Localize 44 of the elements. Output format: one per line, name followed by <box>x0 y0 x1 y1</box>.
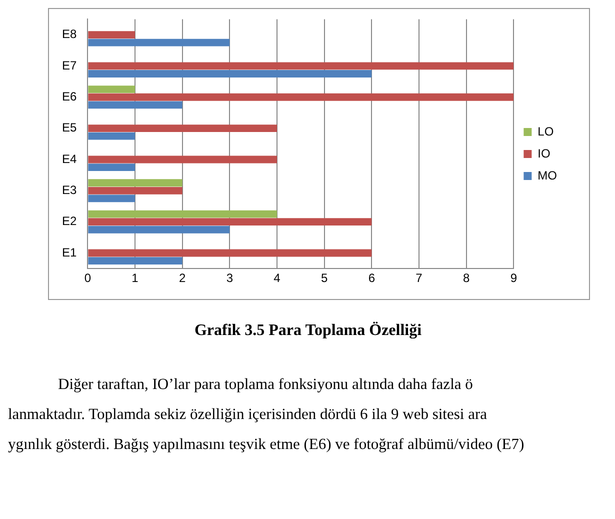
bar <box>88 62 514 70</box>
bar <box>88 218 372 226</box>
bar <box>88 186 182 194</box>
x-tick-label: 8 <box>462 271 470 286</box>
bar <box>88 38 230 46</box>
bar <box>88 86 136 94</box>
bar <box>88 132 136 140</box>
x-tick-label: 5 <box>320 271 328 286</box>
x-tick-label: 6 <box>368 271 376 286</box>
bar <box>88 249 372 257</box>
bar <box>88 70 372 78</box>
text: Grafik 3.5 Para Toplama Özelliği <box>193 322 423 340</box>
y-tick-label: E1 <box>62 245 77 260</box>
y-tick-label: E8 <box>62 27 77 42</box>
x-tick-label: 3 <box>226 271 234 286</box>
text: ygınlık gösterdi. Bağış yapılmasını teşvik etme (E6) ve fotoğraf albümü/video (E7) <box>8 435 526 455</box>
x-tick-label: 7 <box>416 271 423 286</box>
bar <box>88 210 278 218</box>
bar <box>88 164 136 171</box>
bar <box>88 257 182 265</box>
x-tick-label: 1 <box>132 271 139 286</box>
legend-label: IO <box>538 146 550 160</box>
y-tick-label: E2 <box>62 214 77 228</box>
bar <box>88 93 514 101</box>
bar <box>88 194 136 202</box>
bar <box>88 124 278 132</box>
legend-label: LO <box>538 124 554 138</box>
bar <box>88 31 136 38</box>
text: Diğer taraftan, IO’lar para toplama fonksiyonu altında daha fazla ö <box>57 375 474 395</box>
legend-label: MO <box>538 168 558 182</box>
bar <box>88 156 278 164</box>
bar <box>88 226 230 234</box>
bar <box>88 101 182 109</box>
x-tick-label: 0 <box>84 271 92 286</box>
y-tick-label: E3 <box>62 182 77 197</box>
x-tick-label: 2 <box>179 271 186 286</box>
y-tick-label: E5 <box>62 120 77 135</box>
y-tick-label: E7 <box>62 58 77 72</box>
x-tick-label: 4 <box>274 271 281 286</box>
text: lanmaktadır. Toplamda sekiz özelliğin içerisinden dördü 6 ila 9 web sitesi ara <box>8 405 488 425</box>
x-tick-label: 9 <box>510 271 518 286</box>
y-tick-label: E4 <box>62 152 77 166</box>
bar <box>88 179 182 187</box>
y-tick-label: E6 <box>62 89 77 104</box>
